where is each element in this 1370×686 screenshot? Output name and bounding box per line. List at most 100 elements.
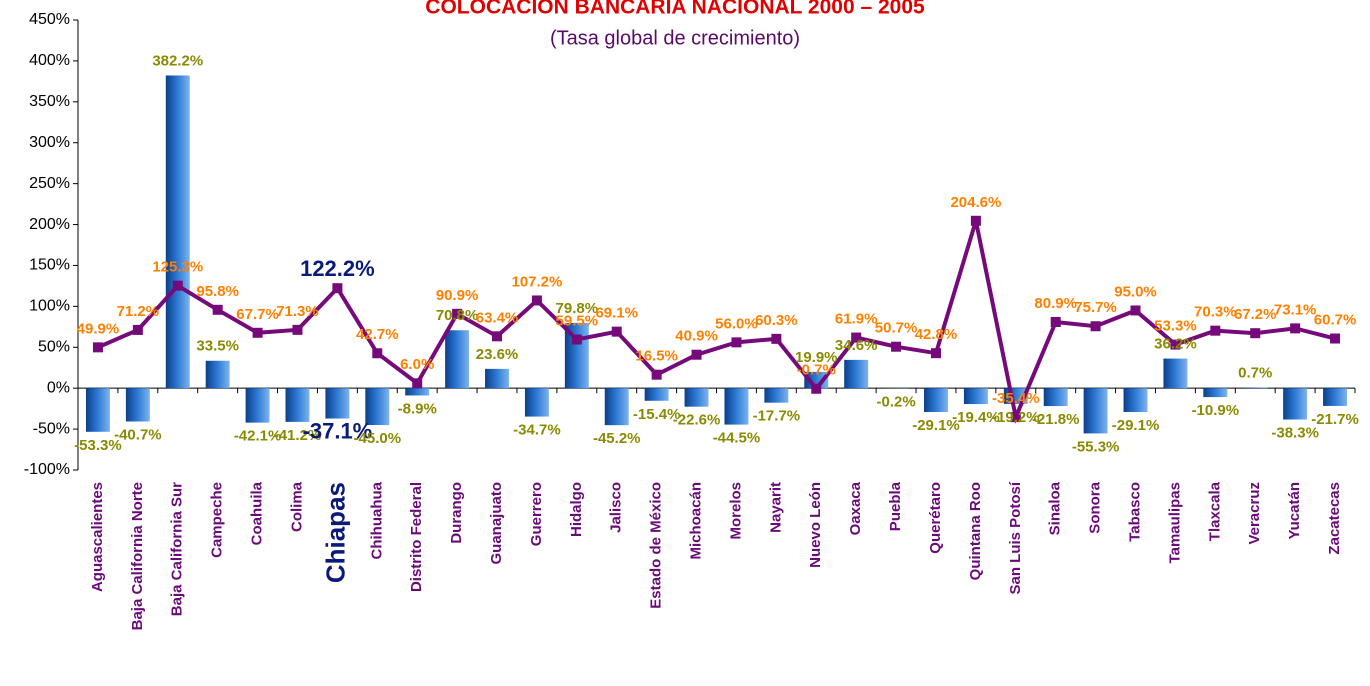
data-label: -42.1% — [234, 428, 282, 445]
data-label: 122.2% — [300, 256, 375, 281]
bar — [924, 388, 948, 412]
y-tick-label: 50% — [38, 338, 70, 355]
x-tick-label: Guanajuato — [488, 482, 505, 565]
data-label: 90.9% — [436, 287, 479, 304]
data-label: 125.3% — [152, 259, 203, 276]
bar — [1243, 387, 1268, 389]
data-label: 6.0% — [400, 356, 434, 373]
data-label: 23.6% — [476, 346, 519, 363]
bar — [1203, 388, 1228, 398]
data-label: -29.1% — [912, 417, 960, 434]
bar — [85, 388, 110, 432]
x-tick-label: Distrito Federal — [408, 482, 425, 592]
x-tick-label: Estado de México — [648, 482, 665, 609]
line-marker — [851, 332, 862, 343]
x-tick-label: Chiapas — [320, 482, 350, 583]
x-tick-label: Oaxaca — [847, 481, 864, 535]
data-label: 79.8% — [556, 300, 599, 317]
bar — [205, 360, 230, 389]
y-tick-label: 450% — [29, 11, 70, 28]
data-label: -17.7% — [753, 408, 801, 425]
line-marker — [1330, 333, 1341, 344]
data-label: 69.1% — [595, 305, 638, 322]
data-label: -8.9% — [398, 400, 437, 417]
y-tick-label: -50% — [33, 420, 70, 437]
y-tick-label: 0% — [47, 379, 70, 396]
chart-subtitle: (Tasa global de crecimiento) — [550, 27, 800, 49]
x-tick-label: Baja California Sur — [169, 482, 186, 616]
x-tick-label: Morelos — [727, 482, 744, 540]
data-label: -38.3% — [1271, 424, 1319, 441]
bar — [245, 388, 270, 423]
y-tick-label: 300% — [29, 134, 70, 151]
y-tick-label: 150% — [29, 257, 70, 274]
x-tick-label: Sinaloa — [1047, 481, 1064, 535]
chart-title: COLOCACIÓN BANCARIA NACIONAL 2000 – 2005 — [425, 0, 925, 19]
data-label: -53.3% — [74, 437, 122, 454]
x-tick-label: Quintana Roo — [967, 482, 984, 580]
bar — [963, 388, 988, 405]
line-marker — [252, 327, 263, 338]
line-marker — [611, 326, 622, 337]
data-label: -21.7% — [1311, 411, 1359, 428]
y-tick-label: 400% — [29, 52, 70, 69]
line — [97, 220, 1336, 424]
line-marker — [212, 304, 223, 315]
data-label: 95.0% — [1114, 283, 1157, 300]
bar — [1043, 388, 1068, 407]
data-label: 42.8% — [915, 326, 958, 343]
data-label: -19.2% — [992, 409, 1040, 426]
bar — [524, 388, 549, 417]
x-tick-label: Colima — [288, 481, 305, 532]
line-marker — [1130, 305, 1141, 316]
line-marker — [92, 342, 103, 353]
data-label: -0.2% — [876, 393, 915, 410]
data-label: 53.3% — [1154, 318, 1197, 335]
line-marker — [1210, 325, 1221, 336]
data-label: 67.7% — [236, 306, 279, 323]
data-label: 34.6% — [835, 337, 878, 354]
data-label: -55.3% — [1072, 438, 1120, 455]
bar — [165, 75, 190, 389]
x-tick-label: Tamaulipas — [1166, 482, 1183, 563]
line-marker — [691, 349, 702, 360]
line-marker — [1290, 323, 1301, 334]
data-label: 80.9% — [1034, 295, 1077, 312]
x-tick-label: Veracruz — [1246, 482, 1263, 545]
data-label: 70.8% — [436, 307, 479, 324]
data-label: 75.7% — [1074, 299, 1117, 316]
data-label: 49.9% — [77, 320, 120, 337]
data-label: 19.9% — [795, 349, 838, 366]
data-label: -37.1% — [303, 418, 373, 443]
x-tick-label: San Luis Potosí — [1007, 481, 1024, 594]
bar — [365, 388, 390, 425]
data-label: -45.0% — [354, 430, 402, 447]
data-label: 0.7% — [1238, 365, 1272, 382]
bar — [285, 388, 310, 422]
x-tick-label: Coahuila — [249, 481, 266, 545]
data-label: 204.6% — [950, 194, 1001, 211]
data-label: -15.4% — [633, 406, 681, 423]
data-label: -35.4% — [992, 390, 1040, 407]
x-tick-label: Michoacán — [688, 482, 705, 560]
line-marker — [651, 369, 662, 380]
y-tick-label: 350% — [29, 93, 70, 110]
data-label: -44.5% — [713, 430, 761, 447]
line-marker — [172, 280, 183, 291]
y-tick-label: 200% — [29, 216, 70, 233]
line-marker — [452, 308, 463, 319]
data-label: 50.7% — [875, 320, 918, 337]
bar — [1123, 388, 1148, 412]
line-marker — [492, 331, 503, 342]
line-marker — [412, 378, 423, 389]
x-tick-label: Chihuahua — [368, 481, 385, 559]
bar — [1083, 388, 1108, 434]
data-label: -21.8% — [1032, 411, 1080, 428]
x-tick-label: Sonora — [1087, 481, 1104, 533]
bar — [1323, 388, 1348, 406]
data-label: 71.2% — [117, 303, 160, 320]
x-tick-label: Jalisco — [608, 482, 625, 533]
data-label: 33.5% — [196, 338, 239, 355]
bar — [604, 388, 629, 426]
data-label: -40.7% — [114, 426, 162, 443]
